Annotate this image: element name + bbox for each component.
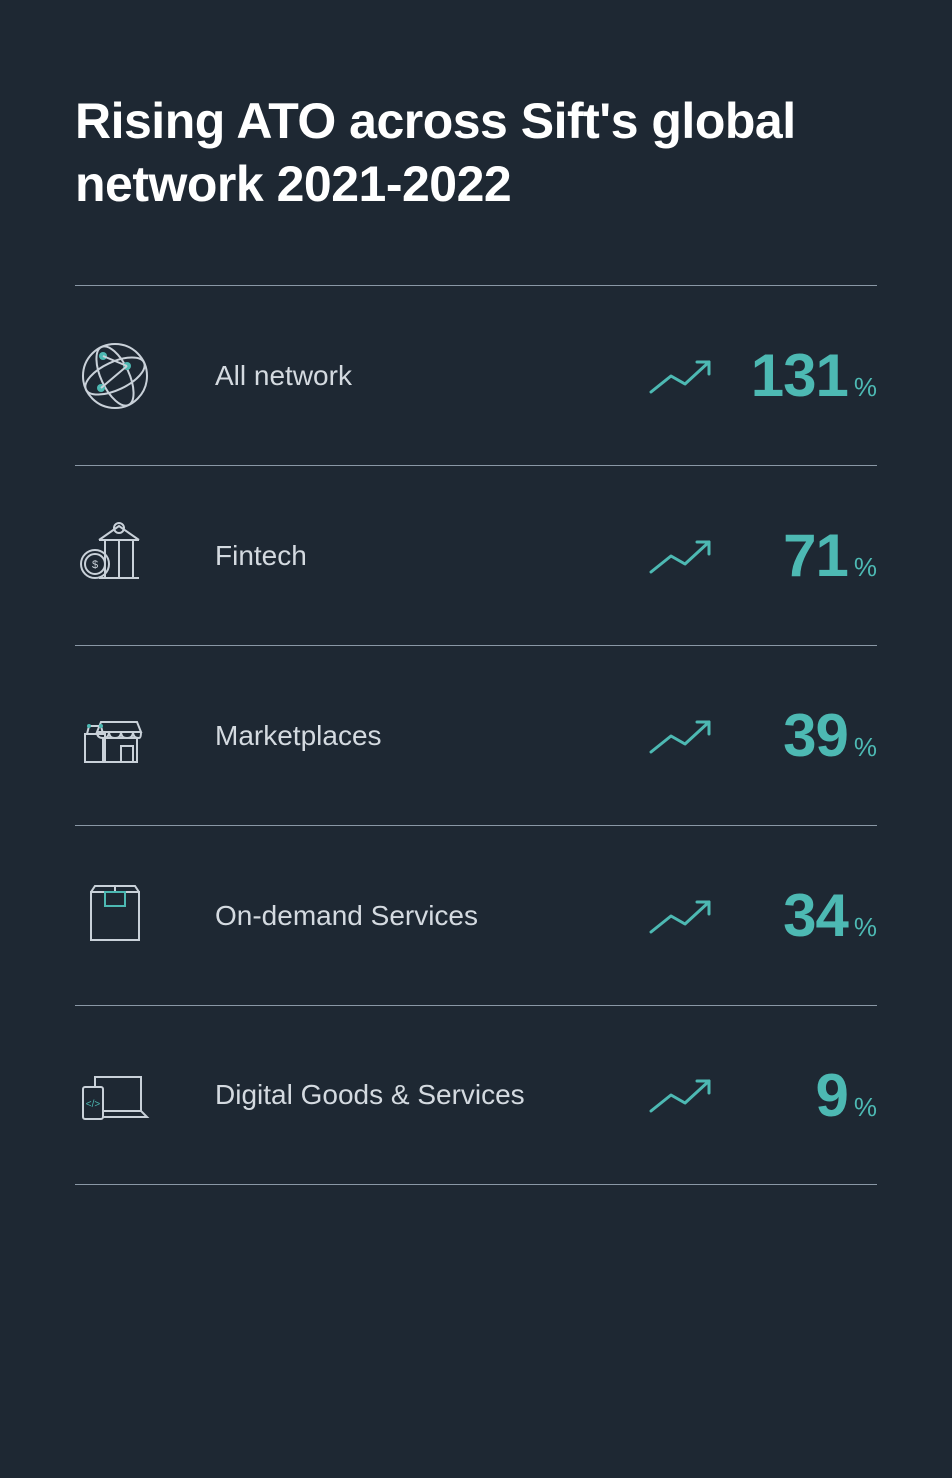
stat-rows: All network 131 % $ — [75, 285, 877, 1185]
stat-value-group: 34 % — [727, 881, 877, 950]
svg-text:</>: </> — [86, 1099, 101, 1110]
stat-row: All network 131 % — [75, 285, 877, 465]
stat-unit: % — [854, 732, 877, 763]
stat-label: All network — [205, 360, 637, 392]
stat-label: On-demand Services — [205, 900, 637, 932]
stat-row: On-demand Services 34 % — [75, 825, 877, 1005]
devices-icon: </> — [75, 1055, 205, 1135]
trend-up-icon — [637, 536, 727, 576]
stat-value: 34 — [783, 881, 848, 950]
infographic-title: Rising ATO across Sift's global network … — [75, 90, 877, 215]
stat-row: </> Digital Goods & Services 9 % — [75, 1005, 877, 1185]
stat-value: 71 — [783, 521, 848, 590]
trend-up-icon — [637, 1075, 727, 1115]
svg-text:$: $ — [92, 559, 98, 571]
stat-label: Marketplaces — [205, 720, 637, 752]
stat-unit: % — [854, 372, 877, 403]
stat-value-group: 39 % — [727, 701, 877, 770]
stat-value: 131 — [751, 341, 848, 410]
trend-up-icon — [637, 896, 727, 936]
stat-label: Digital Goods & Services — [205, 1079, 637, 1111]
stat-unit: % — [854, 552, 877, 583]
stat-value: 39 — [783, 701, 848, 770]
box-icon — [75, 876, 205, 956]
stat-row: $ Fintech 71 % — [75, 465, 877, 645]
stat-label: Fintech — [205, 540, 637, 572]
globe-network-icon — [75, 336, 205, 416]
stat-row: Marketplaces 39 % — [75, 645, 877, 825]
stat-unit: % — [854, 1092, 877, 1123]
marketplace-icon — [75, 696, 205, 776]
stat-value-group: 131 % — [727, 341, 877, 410]
fintech-icon: $ — [75, 516, 205, 596]
stat-value: 9 — [816, 1061, 848, 1130]
trend-up-icon — [637, 356, 727, 396]
trend-up-icon — [637, 716, 727, 756]
stat-value-group: 9 % — [727, 1061, 877, 1130]
stat-unit: % — [854, 912, 877, 943]
stat-value-group: 71 % — [727, 521, 877, 590]
